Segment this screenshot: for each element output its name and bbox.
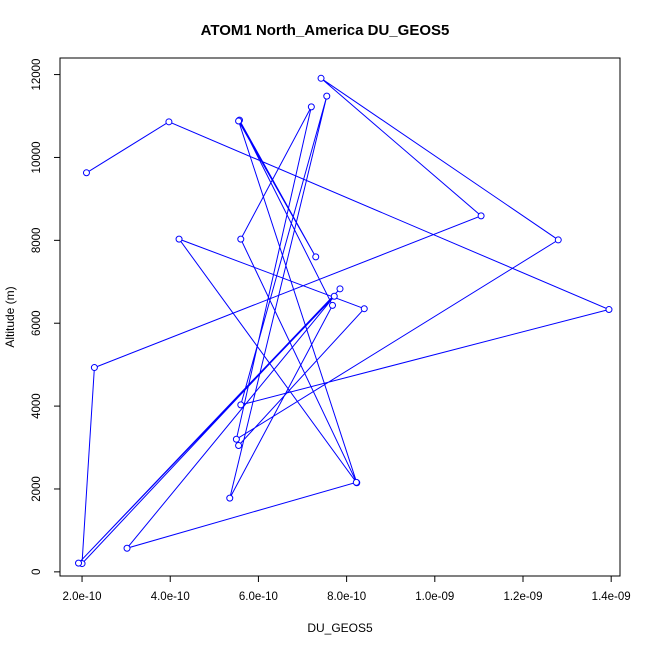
x-tick-label: 8.0e-10 xyxy=(327,591,366,603)
x-tick-label: 2.0e-10 xyxy=(63,591,102,603)
y-tick-label: 12000 xyxy=(31,59,43,91)
chart-title: ATOM1 North_America DU_GEOS5 xyxy=(201,22,450,39)
data-point xyxy=(307,103,315,111)
data-point xyxy=(82,169,90,177)
data-point xyxy=(235,441,243,449)
data-point xyxy=(336,285,344,293)
data-point xyxy=(237,401,245,409)
data-point xyxy=(123,544,131,552)
series-layer xyxy=(75,74,613,568)
data-point xyxy=(235,117,243,125)
data-point xyxy=(330,292,338,300)
data-point xyxy=(477,212,485,220)
data-point xyxy=(554,236,562,244)
data-point xyxy=(312,253,320,261)
data-point xyxy=(75,559,83,567)
y-tick-label: 2000 xyxy=(31,476,43,502)
y-tick-label: 10000 xyxy=(31,141,43,173)
data-point xyxy=(90,364,98,372)
y-tick-label: 6000 xyxy=(31,310,43,336)
data-point xyxy=(605,306,613,314)
y-axis-label: Altitude (m) xyxy=(3,286,17,347)
x-tick-label: 4.0e-10 xyxy=(151,591,190,603)
y-axis: 0 2000 4000 6000 8000 10000 12000 xyxy=(31,59,60,575)
data-point xyxy=(323,92,331,100)
data-point xyxy=(317,74,325,82)
y-tick-label: 4000 xyxy=(31,393,43,419)
x-tick-label: 6.0e-10 xyxy=(239,591,278,603)
data-point xyxy=(165,118,173,126)
data-point xyxy=(175,235,183,243)
data-point xyxy=(232,435,240,443)
x-axis: 2.0e-10 4.0e-10 6.0e-10 8.0e-10 1.0e-09 1.2e-… xyxy=(63,576,631,603)
data-point xyxy=(329,301,337,309)
y-tick-label: 0 xyxy=(31,569,43,575)
data-point xyxy=(360,305,368,313)
x-tick-label: 1.0e-09 xyxy=(415,591,454,603)
x-tick-label: 1.4e-09 xyxy=(592,591,631,603)
y-tick-label: 8000 xyxy=(31,228,43,254)
x-tick-label: 1.2e-09 xyxy=(503,591,542,603)
x-axis-label: DU_GEOS5 xyxy=(307,621,373,635)
series-line xyxy=(78,77,611,565)
data-point xyxy=(226,494,234,502)
data-point xyxy=(352,478,360,486)
plot-frame xyxy=(59,57,621,577)
data-point xyxy=(237,235,245,243)
